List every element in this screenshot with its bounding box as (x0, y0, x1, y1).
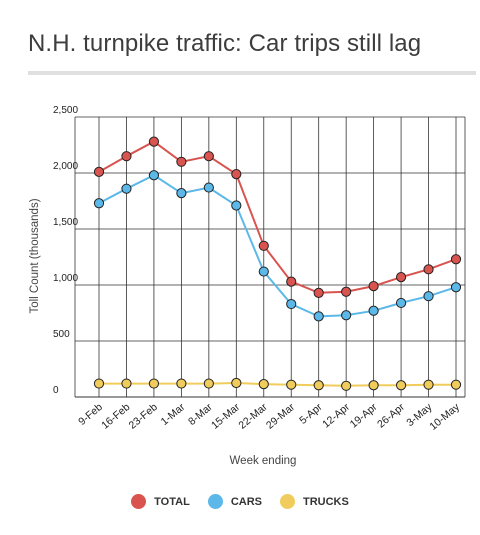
data-point-cars (423, 291, 434, 302)
y-tick-label: 2,000 (53, 161, 78, 172)
data-point-cars (176, 188, 187, 199)
y-tick-labels: 0 500 1,000 1,500 2,000 2,500 (53, 105, 78, 396)
data-point-trucks (313, 380, 324, 391)
legend-item-trucks: TRUCKS (279, 494, 349, 509)
data-point-total (93, 166, 105, 177)
data-point-trucks (423, 379, 434, 390)
legend-item-cars: CARS (207, 494, 262, 509)
data-point-cars (121, 183, 132, 194)
data-point-trucks (176, 378, 187, 389)
data-point-total (341, 286, 352, 297)
x-tick-label: 15-Mar (209, 401, 243, 432)
data-point-cars (258, 266, 269, 277)
data-point-trucks (368, 380, 379, 391)
data-point-total (121, 151, 132, 162)
data-point-trucks (258, 379, 269, 390)
legend-item-total: TOTAL (131, 494, 190, 509)
data-point-total (395, 272, 407, 283)
y-tick-label: 1,500 (53, 217, 78, 228)
data-point-trucks (148, 378, 160, 389)
data-point-cars (93, 198, 105, 209)
legend: TOTAL CARS TRUCKS (0, 494, 480, 509)
grid-layer (74, 116, 466, 398)
data-point-trucks (395, 380, 407, 391)
data-point-total (231, 169, 242, 180)
data-point-total (313, 287, 324, 298)
legend-label: CARS (230, 495, 262, 508)
series-points (93, 136, 462, 391)
x-tick-label: 12-Apr (320, 401, 352, 431)
data-point-cars (203, 182, 214, 193)
data-point-trucks (121, 378, 132, 389)
data-point-cars (341, 310, 352, 321)
data-point-trucks (231, 377, 242, 389)
data-point-cars (313, 311, 324, 322)
data-point-trucks (286, 379, 297, 390)
data-point-trucks (203, 378, 214, 389)
legend-swatch-total (131, 494, 147, 509)
x-tick-label: 23-Feb (127, 401, 160, 432)
data-point-trucks (93, 378, 105, 389)
data-point-cars (231, 200, 242, 211)
y-tick-label: 2,500 (53, 105, 78, 116)
data-point-cars (395, 297, 407, 309)
series-line-cars (98, 174, 457, 318)
x-tick-label: 22-Mar (237, 401, 271, 432)
data-point-total (286, 276, 297, 287)
legend-swatch-cars (207, 494, 223, 509)
data-point-total (368, 281, 379, 292)
data-point-total (450, 254, 462, 265)
data-point-cars (368, 305, 379, 316)
data-point-trucks (341, 380, 352, 391)
x-tick-labels: 9-Feb16-Feb23-Feb1-Mar8-Mar15-Mar22-Mar2… (76, 401, 462, 433)
data-point-total (423, 264, 434, 275)
title-divider (28, 71, 476, 75)
chart-title: N.H. turnpike traffic: Car trips still l… (28, 30, 422, 57)
y-tick-label: 1,000 (53, 273, 78, 284)
data-point-total (148, 136, 160, 147)
data-point-total (258, 240, 269, 251)
legend-label: TRUCKS (302, 495, 349, 508)
x-tick-label: 26-Apr (375, 401, 407, 431)
y-axis-title: Toll Count (thousands) (29, 198, 41, 313)
data-point-trucks (450, 379, 462, 390)
x-tick-label: 1-Mar (159, 401, 188, 428)
line-chart: 0 500 1,000 1,500 2,000 2,500 9-Feb16-Feb23-F… (29, 105, 466, 467)
series-line-total (98, 140, 457, 294)
data-point-cars (286, 298, 297, 310)
data-point-cars (148, 170, 160, 181)
y-tick-label: 0 (53, 385, 59, 396)
x-axis-title: Week ending (230, 455, 297, 467)
legend-label: TOTAL (154, 495, 190, 508)
data-point-total (176, 156, 187, 167)
x-tick-label: 16-Feb (99, 401, 132, 432)
data-point-cars (450, 282, 462, 293)
data-point-total (203, 151, 214, 162)
x-tick-label: 19-Apr (348, 401, 380, 431)
y-tick-label: 500 (53, 329, 70, 340)
legend-swatch-trucks (279, 494, 295, 509)
x-tick-label: 29-Mar (264, 401, 298, 432)
x-tick-label: 10-May (427, 401, 462, 433)
